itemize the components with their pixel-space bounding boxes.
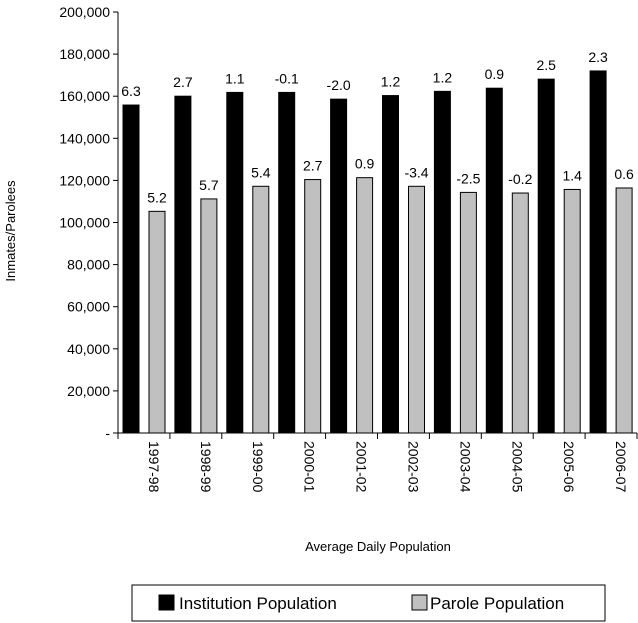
- institution-data-label: 2.3: [588, 49, 608, 65]
- x-tick-label: 2003-04: [457, 441, 473, 493]
- institution-bar: [278, 91, 296, 434]
- x-tick-label: 1999-00: [250, 441, 266, 493]
- y-tick-label: 160,000: [59, 88, 110, 104]
- x-tick-label: 2002-03: [405, 441, 421, 493]
- y-tick-label: 180,000: [59, 46, 110, 62]
- institution-data-label: -2.0: [327, 77, 351, 93]
- institution-bar: [226, 91, 244, 434]
- y-tick-label: 100,000: [59, 215, 110, 231]
- legend: Institution Population Parole Population: [131, 584, 606, 622]
- y-tick-label: 20,000: [67, 383, 110, 399]
- parole-data-label: 0.6: [614, 166, 634, 182]
- institution-bar: [122, 104, 140, 434]
- parole-data-label: 5.2: [147, 189, 167, 205]
- institution-data-label: -0.1: [275, 70, 299, 86]
- legend-swatch-parole: [411, 594, 428, 611]
- parole-bar: [304, 179, 322, 434]
- x-axis-title: Average Daily Population: [305, 539, 451, 554]
- bar-data-labels: 6.3 2.7 1.1 -0.1 -2.0 1.2 1.2 0.9 2.5 2.3 5.2 5.7 5.…: [121, 49, 634, 205]
- parole-data-label: 5.7: [199, 177, 219, 193]
- x-tick-label: 2006-07: [613, 441, 629, 493]
- x-tick-label: 2005-06: [561, 441, 577, 493]
- legend-label-institution: Institution Population: [179, 594, 337, 613]
- y-axis-tick-labels: - 20,000 40,000 60,000 80,000 100,000 120,000 1…: [59, 4, 110, 441]
- legend-label-parole: Parole Population: [430, 594, 564, 613]
- bars: [122, 70, 633, 434]
- y-tick-label: 80,000: [67, 257, 110, 273]
- parole-data-label: -2.5: [456, 170, 480, 186]
- y-tick-label: 140,000: [59, 130, 110, 146]
- institution-data-label: 1.2: [381, 74, 401, 90]
- parole-bar: [356, 177, 374, 434]
- x-tick-label: 2004-05: [509, 441, 525, 493]
- y-axis-title: Inmates/Parolees: [3, 180, 18, 282]
- parole-bar: [148, 210, 166, 434]
- parole-bar: [408, 185, 425, 434]
- legend-swatch-institution: [158, 594, 175, 611]
- institution-data-label: 6.3: [121, 83, 141, 99]
- parole-bar: [200, 198, 218, 434]
- institution-bar: [589, 70, 607, 434]
- parole-data-label: -0.2: [508, 171, 532, 187]
- parole-data-label: 5.4: [251, 164, 271, 180]
- parole-bar: [252, 185, 270, 434]
- parole-bar: [459, 191, 477, 434]
- x-tick-label: 1998-99: [198, 441, 214, 493]
- parole-data-label: 2.7: [303, 158, 323, 174]
- y-tick-label: 120,000: [59, 172, 110, 188]
- parole-data-label: 0.9: [355, 156, 375, 172]
- institution-bar: [382, 95, 399, 434]
- institution-bar: [485, 87, 503, 434]
- parole-data-label: -3.4: [404, 164, 428, 180]
- y-tick-label: 200,000: [59, 4, 110, 20]
- x-axis-tick-labels: 1997-98 1998-99 1999-00 2000-01 2001-02 2002-…: [146, 441, 629, 493]
- institution-data-label: 2.5: [536, 57, 556, 73]
- legend-frame: [131, 584, 606, 622]
- parole-bar: [511, 192, 529, 434]
- parole-bar: [563, 188, 581, 434]
- y-tick-label: -: [105, 425, 110, 441]
- institution-data-label: 0.9: [485, 66, 505, 82]
- institution-bar: [330, 98, 348, 434]
- x-tick-label: 2001-02: [354, 441, 370, 493]
- x-tick-label: 2000-01: [302, 441, 318, 493]
- institution-data-label: 1.1: [225, 70, 245, 86]
- parole-data-label: 1.4: [562, 167, 582, 183]
- x-tick-label: 1997-98: [146, 441, 162, 493]
- y-tick-label: 60,000: [67, 299, 110, 315]
- institution-bar: [537, 78, 555, 434]
- institution-data-label: 1.2: [433, 69, 453, 85]
- parole-bar: [615, 187, 633, 434]
- institution-data-label: 2.7: [173, 74, 193, 90]
- x-axis-ticks: [117, 433, 638, 439]
- institution-bar: [433, 90, 451, 434]
- y-tick-label: 40,000: [67, 341, 110, 357]
- institution-bar: [174, 95, 192, 434]
- y-axis-ticks: [113, 11, 118, 434]
